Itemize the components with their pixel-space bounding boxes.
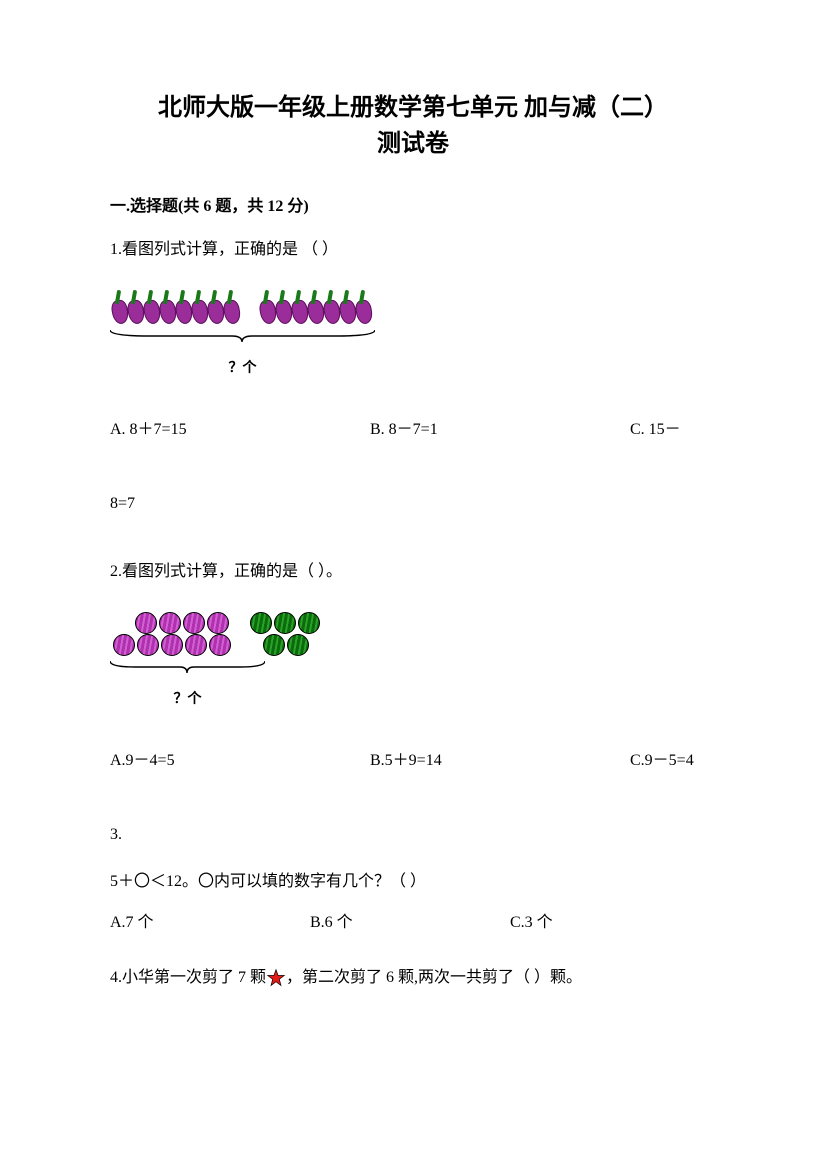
q1-option-b: B. 8－7=1 — [370, 416, 630, 445]
q2-option-a: A.9－4=5 — [110, 747, 370, 776]
melon-green-icon — [298, 612, 320, 634]
melon-purple-icon — [161, 634, 183, 656]
q1-carryover: 8=7 — [110, 490, 716, 519]
q2-text: 2.看图列式计算，正确的是（ ）。 — [110, 558, 716, 587]
star-icon — [266, 968, 286, 988]
melon-purple-icon — [135, 612, 157, 634]
q1-group2 — [258, 290, 370, 325]
question-1: 1.看图列式计算，正确的是 （ ） — [110, 236, 716, 518]
melon-green-icon — [263, 634, 285, 656]
q3-option-c: C.3 个 — [510, 909, 716, 938]
q2-option-c: C.9－5=4 — [630, 747, 716, 776]
q2-option-b: B.5＋9=14 — [370, 747, 630, 776]
q4-text-after: ，第二次剪了 6 颗,两次一共剪了（ ）颗。 — [286, 962, 582, 994]
q1-text: 1.看图列式计算，正确的是 （ ） — [110, 236, 716, 265]
q2-figure: ？个 — [110, 612, 716, 712]
melon-purple-icon — [183, 612, 205, 634]
q1-figure: ？个 — [110, 290, 716, 381]
q3-option-b: B.6 个 — [310, 909, 510, 938]
melon-purple-icon — [113, 634, 135, 656]
q1-options: A. 8＋7=15 B. 8－7=1 C. 15－ — [110, 416, 716, 445]
question-4: 4.小华第一次剪了 7 颗 ，第二次剪了 6 颗,两次一共剪了（ ）颗。 — [110, 962, 716, 994]
eggplant-icon — [354, 290, 372, 325]
q2-purple-group — [110, 612, 233, 656]
melon-purple-icon — [185, 634, 207, 656]
title-line1: 北师大版一年级上册数学第七单元 加与减（二） — [110, 90, 716, 126]
melon-purple-icon — [209, 634, 231, 656]
q3-option-a: A.7 个 — [110, 909, 310, 938]
q1-brace: ？个 — [110, 325, 375, 381]
q2-brace: ？个 — [110, 656, 265, 712]
melon-purple-icon — [137, 634, 159, 656]
q1-group1 — [110, 290, 238, 325]
q3-number: 3. — [110, 821, 716, 850]
title-line2: 测试卷 — [110, 126, 716, 162]
section-header: 一.选择题(共 6 题，共 12 分) — [110, 192, 716, 216]
question-2: 2.看图列式计算，正确的是（ ）。 — [110, 558, 716, 776]
melon-purple-icon — [159, 612, 181, 634]
q1-option-c: C. 15－ — [630, 416, 716, 445]
melon-purple-icon — [207, 612, 229, 634]
q2-options: A.9－4=5 B.5＋9=14 C.9－5=4 — [110, 747, 716, 776]
q4-text-before: 4.小华第一次剪了 7 颗 — [110, 962, 266, 994]
q3-options: A.7 个 B.6 个 C.3 个 — [110, 909, 716, 938]
question-3: 3. 5＋〇＜12。〇内可以填的数字有几个？（ ） A.7 个 B.6 个 C.… — [110, 821, 716, 937]
q1-option-a: A. 8＋7=15 — [110, 416, 370, 445]
q2-label: ？个 — [110, 687, 265, 712]
brace-icon — [110, 329, 375, 343]
page-title: 北师大版一年级上册数学第七单元 加与减（二） 测试卷 — [110, 90, 716, 162]
q2-green-group — [245, 612, 322, 656]
melon-green-icon — [274, 612, 296, 634]
melon-green-icon — [287, 634, 309, 656]
eggplant-icon — [222, 290, 240, 325]
melon-green-icon — [250, 612, 272, 634]
q3-text: 5＋〇＜12。〇内可以填的数字有几个？（ ） — [110, 868, 716, 897]
q1-label: ？个 — [110, 356, 375, 381]
brace-icon — [110, 660, 265, 674]
